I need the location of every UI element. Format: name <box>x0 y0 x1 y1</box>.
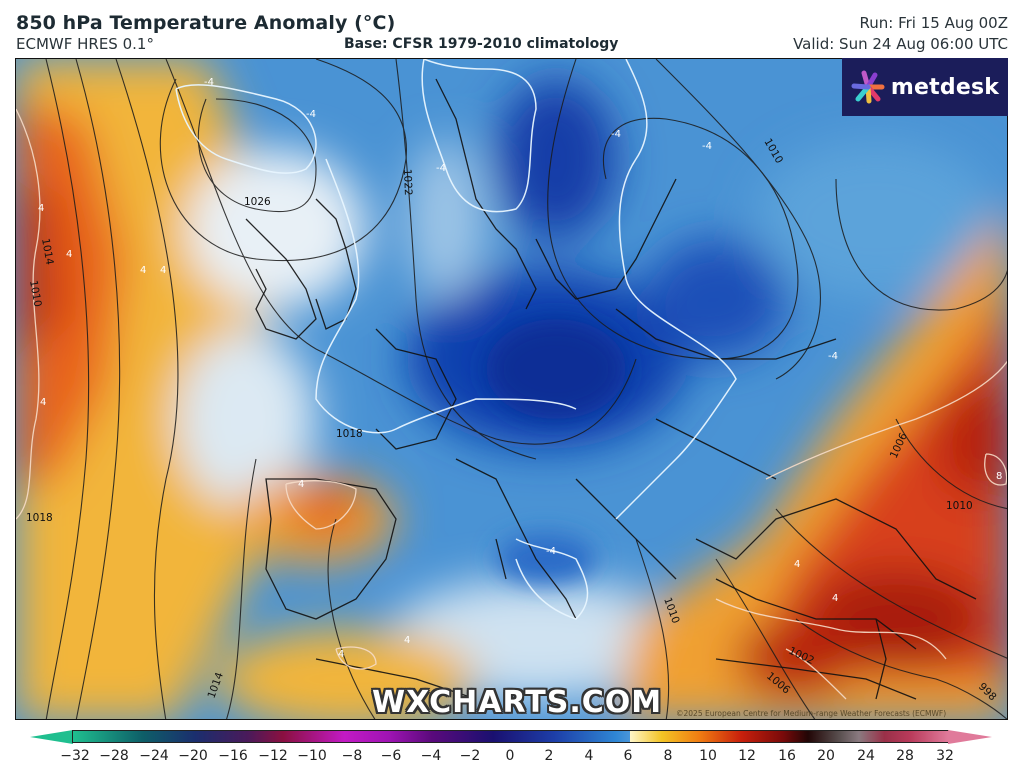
colorbar-tick: −32 <box>60 748 90 764</box>
colorbar-min-extend-arrow <box>30 730 73 744</box>
run-time-label: Run: Fri 15 Aug 00Z <box>859 14 1009 32</box>
svg-text:-4: -4 <box>436 163 446 174</box>
colorbar-tick: 0 <box>505 748 515 764</box>
isobar-label: 1010 <box>27 279 43 307</box>
svg-text:4: 4 <box>40 397 46 408</box>
isobar-label: 1022 <box>401 169 414 196</box>
svg-text:4: 4 <box>298 479 304 490</box>
model-label: ECMWF HRES 0.1° <box>16 35 154 53</box>
anomaly-map: 1026 1022 1014 1010 1010 1018 1018 1014 … <box>15 58 1008 720</box>
wxcharts-watermark: WXCHARTS.COM <box>372 685 663 720</box>
colorbar-tick: 20 <box>817 748 835 764</box>
isobar-label: 1018 <box>336 428 363 440</box>
colorbar <box>30 730 996 744</box>
svg-text:8: 8 <box>996 471 1002 482</box>
isobar-label: 1018 <box>26 512 53 524</box>
svg-text:-4: -4 <box>828 351 838 362</box>
svg-text:4: 4 <box>140 265 146 276</box>
svg-text:4: 4 <box>832 593 838 604</box>
colorbar-tick: −8 <box>341 748 363 764</box>
metdesk-logo-text: metdesk <box>890 74 1000 100</box>
colorbar-tick: −28 <box>99 748 129 764</box>
svg-text:-4: -4 <box>702 141 712 152</box>
isobar-label: 1014 <box>39 237 56 266</box>
svg-text:-4: -4 <box>546 546 556 557</box>
colorbar-tick: 32 <box>936 748 954 764</box>
colorbar-tick: 4 <box>584 748 594 764</box>
metdesk-starburst-icon <box>851 70 885 104</box>
svg-text:4: 4 <box>66 249 72 260</box>
isobar-label: 1010 <box>946 500 973 512</box>
svg-text:-4: -4 <box>306 109 316 120</box>
colorbar-tick: 12 <box>738 748 756 764</box>
svg-text:-4: -4 <box>204 77 214 88</box>
svg-text:-4: -4 <box>611 129 621 140</box>
colorbar-tick: 24 <box>857 748 875 764</box>
colorbar-tick: 16 <box>778 748 796 764</box>
colorbar-max-extend-arrow <box>948 730 992 744</box>
colorbar-tick: −24 <box>139 748 169 764</box>
isobar-label: 1026 <box>244 196 271 208</box>
colorbar-tick: −4 <box>420 748 442 764</box>
colorbar-tick: 6 <box>623 748 633 764</box>
colorbar-tick: 2 <box>544 748 554 764</box>
svg-text:4: 4 <box>338 649 344 660</box>
colorbar-tick: −6 <box>380 748 402 764</box>
colorbar-gradient-warm <box>630 730 949 743</box>
colorbar-tick: −20 <box>178 748 208 764</box>
chart-title: 850 hPa Temperature Anomaly (°C) <box>16 12 396 34</box>
colorbar-tick: −10 <box>297 748 327 764</box>
colorbar-tick: −2 <box>459 748 481 764</box>
map-field: 1026 1022 1014 1010 1010 1018 1018 1014 … <box>16 59 1007 719</box>
svg-text:4: 4 <box>38 203 44 214</box>
colorbar-tick: −12 <box>258 748 288 764</box>
ecmwf-copyright: ©2025 European Centre for Medium-range W… <box>676 709 947 718</box>
valid-time-label: Valid: Sun 24 Aug 06:00 UTC <box>793 35 1008 53</box>
colorbar-tick: 28 <box>896 748 914 764</box>
climatology-base-label: Base: CFSR 1979-2010 climatology <box>344 36 619 52</box>
svg-text:4: 4 <box>160 265 166 276</box>
svg-text:4: 4 <box>794 559 800 570</box>
colorbar-tick: −16 <box>218 748 248 764</box>
svg-text:4: 4 <box>404 635 410 646</box>
colorbar-tick: 8 <box>663 748 673 764</box>
colorbar-ticks: −32 −28 −24 −20 −16 −12 −10 −8 −6 −4 −2 … <box>30 748 996 768</box>
colorbar-tick: 10 <box>699 748 717 764</box>
metdesk-logo: metdesk <box>842 58 1008 116</box>
